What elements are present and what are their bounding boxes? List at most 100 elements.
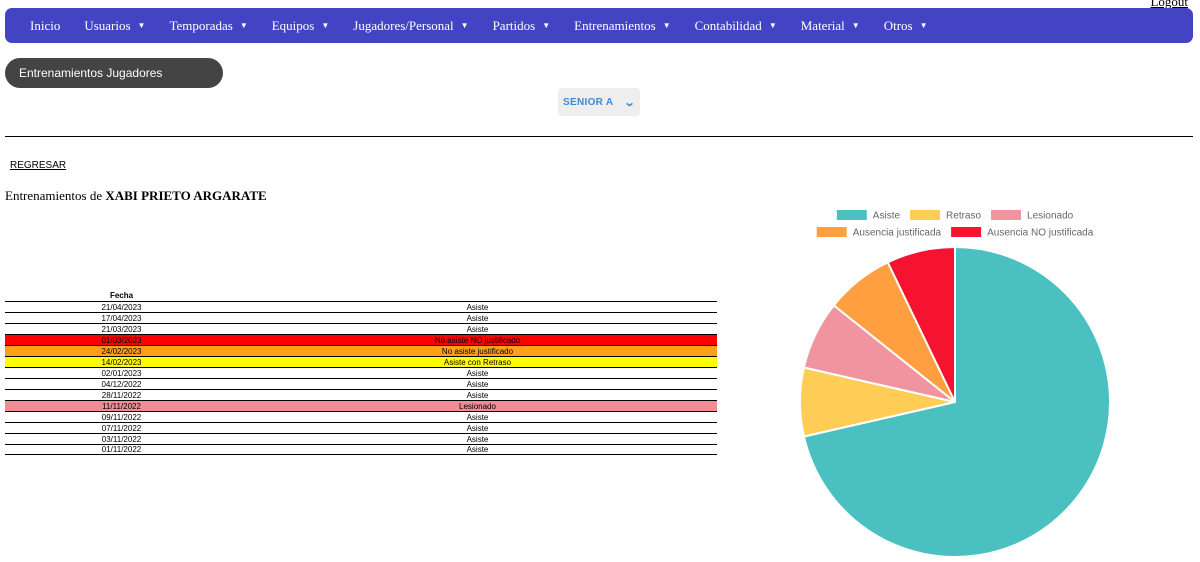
row-status: Asiste [466,445,489,454]
trainings-table: Fecha 21/04/2023 Asiste 17/04/2023 Asiste 21… [5,290,717,455]
caret-down-icon: ▼ [239,21,248,30]
nav-item-label: Usuarios [84,17,131,33]
table-row: 17/04/2023 Asiste [5,312,717,323]
legend-swatch [991,210,1022,220]
row-date: 01/03/2023 [101,335,142,345]
table-row: 03/11/2022 Asiste [5,433,717,444]
table-row: 09/11/2022 Asiste [5,411,717,422]
nav-item-contabilidad[interactable]: Contabilidad ▼ [683,18,789,34]
table-body: 21/04/2023 Asiste 17/04/2023 Asiste 21/03/20… [5,301,717,455]
nav-item-label: Jugadores/Personal [353,17,454,33]
main-navbar: Inicio Usuarios ▼ Temporadas ▼ Equipos ▼ Jugado… [5,8,1193,43]
nav-item-inicio[interactable]: Inicio [18,18,72,34]
team-select-value: SENIOR A [563,96,614,108]
pie-slice-asiste[interactable] [802,245,1111,558]
nav-item-partidos[interactable]: Partidos ▼ [481,18,563,34]
table-row: 11/11/2022 Lesionado [5,400,717,411]
legend-label: Asiste [873,211,901,222]
team-select[interactable]: SENIOR A ⌄ [558,88,640,116]
nav-item-otros[interactable]: Otros ▼ [872,18,940,34]
row-date: 02/01/2023 [101,368,142,378]
table-row: 28/11/2022 Asiste [5,389,717,400]
legend-swatch [836,210,867,220]
nav-item-label: Partidos [492,17,536,33]
row-date: 01/11/2022 [101,445,142,454]
legend-label: Retraso [946,211,981,222]
attendance-pie-chart: Asiste Retraso Lesionado Ausencia justifica… [799,210,1111,558]
nav-item-jugadores-personal[interactable]: Jugadores/Personal ▼ [341,18,480,34]
row-status: Asiste [466,313,489,323]
page-title: Entrenamientos de XABI PRIETO ARGARATE [5,188,267,204]
legend-item[interactable]: Retraso [910,210,981,222]
row-date: 17/04/2023 [101,313,142,323]
nav-item-label: Contabilidad [694,17,762,33]
row-date: 09/11/2022 [101,412,142,422]
nav-item-entrenamientos[interactable]: Entrenamientos ▼ [562,18,683,34]
legend-item[interactable]: Ausencia NO justificada [951,227,1094,239]
caret-down-icon: ▼ [662,21,671,30]
table-row: 01/03/2023 No asiste NO justificado [5,334,717,345]
table-row: 24/02/2023 No asiste justificado [5,345,717,356]
row-status: Asiste [466,324,489,334]
table-row: 01/11/2022 Asiste [5,444,717,455]
caret-down-icon: ▼ [542,21,551,30]
row-status: Asiste [466,368,489,378]
nav-item-label: Otros [883,17,913,33]
player-name: XABI PRIETO ARGARATE [105,188,267,203]
row-status: Asiste [466,379,489,389]
row-date: 03/11/2022 [101,434,142,444]
legend-item[interactable]: Asiste [836,210,901,222]
legend-label: Lesionado [1027,211,1074,222]
legend-label: Ausencia justificada [853,228,942,239]
table-row: 07/11/2022 Asiste [5,422,717,433]
table-row: 04/12/2022 Asiste [5,378,717,389]
nav-item-equipos[interactable]: Equipos ▼ [260,18,342,34]
table-row: 02/01/2023 Asiste [5,367,717,378]
row-date: 28/11/2022 [101,390,142,400]
caret-down-icon: ▼ [768,21,777,30]
legend-item[interactable]: Ausencia justificada [816,227,942,239]
row-date: 21/04/2023 [101,302,142,312]
nav-item-usuarios[interactable]: Usuarios ▼ [72,18,157,34]
nav-item-label: Entrenamientos [574,17,656,33]
table-row: 21/04/2023 Asiste [5,301,717,312]
nav-item-temporadas[interactable]: Temporadas ▼ [157,18,259,34]
nav-item-label: Material [800,17,845,33]
caret-down-icon: ▼ [460,21,469,30]
row-status: Asiste [466,302,489,312]
table-header: Fecha [5,290,717,301]
column-header-date: Fecha [109,291,134,300]
row-status: Asiste [466,434,489,444]
section-title: Entrenamientos Jugadores [5,58,223,88]
table-row: 21/03/2023 Asiste [5,323,717,334]
back-link[interactable]: REGRESAR [10,160,67,171]
row-date: 07/11/2022 [101,423,142,433]
heading-prefix: Entrenamientos de [5,188,103,203]
legend-swatch [910,210,941,220]
caret-down-icon: ▼ [851,21,860,30]
row-date: 24/02/2023 [101,346,142,356]
nav-item-material[interactable]: Material ▼ [789,18,872,34]
row-date: 04/12/2022 [101,379,142,389]
row-status: Asiste [466,412,489,422]
logout-link[interactable]: Logout [1150,0,1188,9]
row-status: No asiste justificado [441,346,514,356]
row-status: Asiste [466,423,489,433]
nav-item-label: Inicio [30,17,61,33]
row-status: Asiste [466,390,489,400]
row-status: Asiste con Retraso [443,357,512,367]
divider [5,136,1193,137]
legend-item[interactable]: Lesionado [991,210,1074,222]
nav-item-label: Equipos [271,17,315,33]
row-date: 14/02/2023 [101,357,142,367]
legend-swatch [951,227,982,237]
caret-down-icon: ▼ [919,21,928,30]
row-status: Lesionado [459,401,496,411]
row-date: 21/03/2023 [101,324,142,334]
legend-label: Ausencia NO justificada [987,228,1094,239]
caret-down-icon: ▼ [137,21,146,30]
legend-swatch [816,227,847,237]
pie-slice-ausencia-no-justificada[interactable] [886,245,956,403]
caret-down-icon: ▼ [321,21,330,30]
row-date: 11/11/2022 [102,401,141,411]
